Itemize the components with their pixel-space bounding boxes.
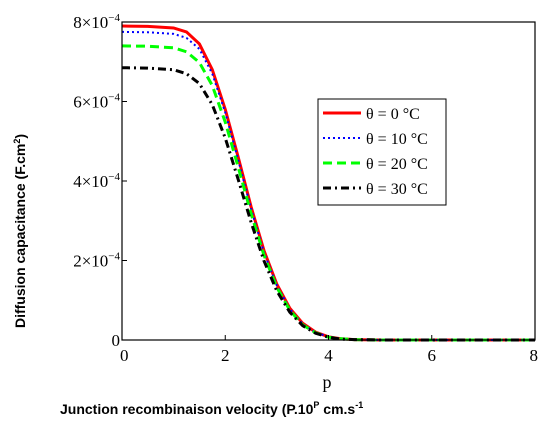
y-tick-label-4: 8×10−4 <box>73 12 120 32</box>
y-tick-label-0: 0 <box>112 331 121 350</box>
legend-label-2: θ = 20 °C <box>366 156 428 173</box>
y-tick-label-1: 2×10−4 <box>73 251 120 271</box>
y-tick-labels: 0 2×10−4 4×10−4 6×10−4 8×10−4 <box>73 12 127 350</box>
legend-label-1: θ = 10 °C <box>366 131 428 148</box>
x-tick-labels: 0 2 4 6 8 <box>120 335 538 365</box>
y-tick-label-2: 4×10−4 <box>73 171 120 191</box>
x-tick-label-0: 0 <box>120 346 129 365</box>
y-tick-label-3: 6×10−4 <box>73 92 120 112</box>
x-tick-label-4: 8 <box>530 346 539 365</box>
legend: θ = 0 °C θ = 10 °C θ = 20 °C θ = 30 °C <box>317 98 447 206</box>
x-tick-label-3: 6 <box>428 346 437 365</box>
x-axis-label: Junction recombinaison velocity (P.10P c… <box>60 400 363 417</box>
x-tick-label-2: 4 <box>324 346 333 365</box>
x-tick-label-1: 2 <box>221 346 230 365</box>
legend-label-0: θ = 0 °C <box>366 106 420 123</box>
y-axis-label: Diffusion capacitance (F.cm2) <box>12 134 28 328</box>
legend-label-3: θ = 30 °C <box>366 181 428 198</box>
x-variable-label: p <box>323 372 332 392</box>
